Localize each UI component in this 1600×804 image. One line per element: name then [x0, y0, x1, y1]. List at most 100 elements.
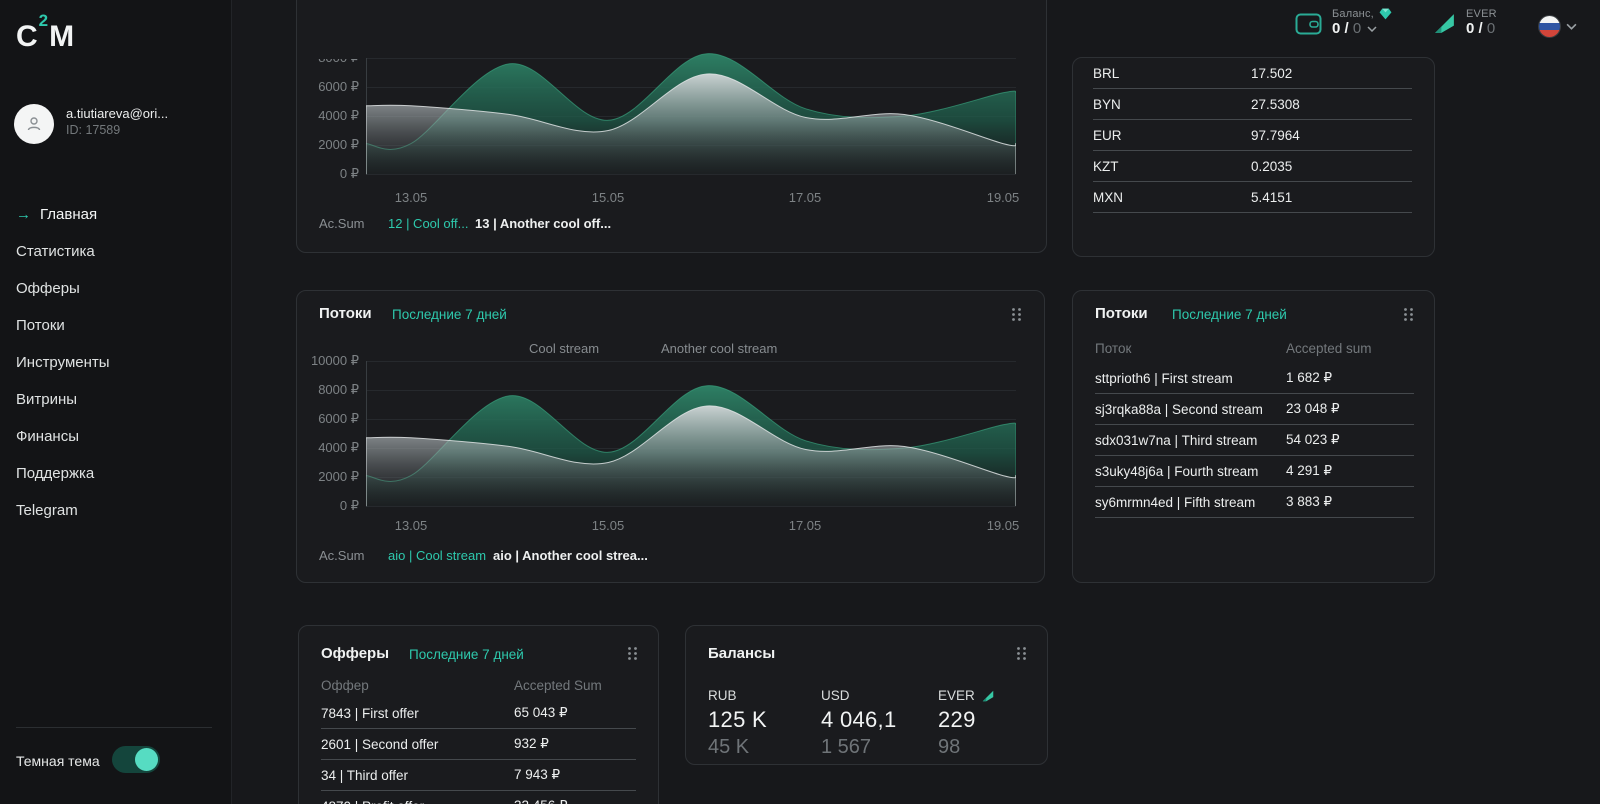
card-title: Потоки — [1095, 305, 1148, 322]
flag-stripe-white — [1539, 16, 1560, 23]
sidebar-item-label: Потоки — [16, 317, 65, 334]
avatar — [14, 104, 54, 144]
acsum-label: Ac.Sum — [319, 216, 365, 231]
logo-m: M — [49, 20, 75, 53]
balance-main-value: 4 046,1 — [821, 707, 897, 733]
xtick: 13.05 — [395, 190, 428, 205]
column-header: Оффер — [321, 678, 369, 693]
sidebar-item-instrumenty[interactable]: Инструменты — [0, 344, 232, 381]
chevron-down-icon[interactable] — [1566, 23, 1577, 30]
period-link[interactable]: Последние 7 дней — [392, 307, 507, 322]
drag-handle-icon[interactable] — [627, 646, 638, 661]
series-legend-2[interactable]: aio | Another cool strea... — [493, 548, 648, 563]
flag-stripe-red — [1539, 30, 1560, 37]
ytick: 6000 ₽ — [297, 412, 359, 426]
ytick: 2000 ₽ — [297, 138, 359, 152]
user-email: a.tiutiareva@ori... — [66, 106, 168, 121]
flag-stripe-blue — [1539, 23, 1560, 30]
series-legend-1[interactable]: aio | Cool stream — [388, 548, 486, 563]
table-row: sdx031w7na | Third stream54 023 ₽ — [1095, 425, 1414, 456]
column-header: Поток — [1095, 341, 1131, 356]
currency-rate: 5.4151 — [1251, 190, 1292, 205]
drag-handle-icon[interactable] — [1011, 307, 1022, 322]
table-row: sj3rqka88a | Second stream23 048 ₽ — [1095, 394, 1414, 425]
nav-menu: →Главная Статистика Офферы Потоки Инстру… — [0, 196, 232, 529]
ever-icon — [981, 689, 995, 703]
balance-sub-value: 98 — [938, 736, 995, 759]
acsum-label: Ac.Sum — [319, 548, 365, 563]
gem-icon — [1379, 8, 1392, 20]
streams-table-card: Потоки Последние 7 дней Поток Accepted s… — [1072, 290, 1435, 583]
balance-sub-value: 45 K — [708, 736, 767, 759]
balance-main-value: 125 K — [708, 707, 767, 733]
wallet-icon — [1295, 13, 1322, 35]
sidebar-item-label: Telegram — [16, 502, 78, 519]
streams-table: sttprioth6 | First stream1 682 ₽ sj3rqka… — [1095, 363, 1414, 518]
table-row: KZT0.2035 — [1093, 151, 1412, 182]
chevron-down-icon — [1367, 26, 1377, 32]
sidebar-item-offery[interactable]: Офферы — [0, 270, 232, 307]
card-title: Балансы — [708, 645, 775, 662]
drag-handle-icon[interactable] — [1403, 307, 1414, 322]
dark-theme-toggle[interactable] — [112, 746, 160, 773]
drag-handle-icon[interactable] — [1016, 646, 1027, 661]
balance-dropdown[interactable]: Баланс, 0 / 0 — [1332, 8, 1392, 37]
offer-sum: 932 ₽ — [514, 736, 549, 752]
table-row: MXN5.4151 — [1093, 182, 1412, 213]
ytick: 4000 ₽ — [297, 441, 359, 455]
sidebar-item-potoki[interactable]: Потоки — [0, 307, 232, 344]
sidebar-divider — [16, 727, 212, 728]
sidebar-item-podderzhka[interactable]: Поддержка — [0, 455, 232, 492]
table-row: 34 | Third offer 7 943 ₽ — [321, 760, 636, 791]
table-row: EUR97.7964 — [1093, 120, 1412, 151]
sidebar-item-glavnaya[interactable]: →Главная — [0, 196, 232, 233]
language-flag-ru[interactable] — [1538, 15, 1561, 38]
balance-sub: 0 — [1353, 20, 1361, 37]
series-legend-2[interactable]: 13 | Another cool off... — [475, 216, 611, 231]
ytick: 10000 ₽ — [297, 354, 359, 368]
sidebar-item-label: Инструменты — [16, 354, 110, 371]
table-row: BYN27.5308 — [1093, 89, 1412, 120]
balance-currency: USD — [821, 688, 897, 703]
offer-sum: 7 943 ₽ — [514, 767, 560, 783]
app-logo[interactable]: C2M — [16, 20, 75, 54]
offer-sum: 32 456 ₽ — [514, 798, 568, 804]
streams-chart-card: Потоки Последние 7 дней Cool stream Anot… — [296, 290, 1045, 583]
xtick: 19.05 — [987, 190, 1020, 205]
stream-name: sdx031w7na | Third stream — [1095, 433, 1257, 448]
user-id: ID: 17589 — [66, 123, 120, 137]
offers-chart-card: 8000 ₽ 6000 ₽ 4000 ₽ 2000 ₽ 0 ₽ 13.05 15… — [296, 0, 1047, 253]
offer-name: 34 | Third offer — [321, 768, 408, 783]
offers-table: 7843 | First offer65 043 ₽ 2601 | Second… — [321, 698, 636, 804]
table-row: sttprioth6 | First stream1 682 ₽ — [1095, 363, 1414, 394]
period-link[interactable]: Последние 7 дней — [409, 647, 524, 662]
ever-value: 0 / 0 — [1466, 20, 1497, 37]
card-title: Потоки — [319, 305, 372, 322]
sidebar-item-label: Офферы — [16, 280, 80, 297]
sidebar-item-label: Финансы — [16, 428, 79, 445]
balances-card: Балансы RUB 125 K 45 K USD 4 046,1 1 567… — [685, 625, 1048, 765]
currency-rate: 97.7964 — [1251, 128, 1300, 143]
ytick: 4000 ₽ — [297, 109, 359, 123]
balance-value: 0 / 0 — [1332, 20, 1361, 37]
sidebar-item-label: Витрины — [16, 391, 77, 408]
balance-currency-label: EVER — [938, 688, 975, 703]
balance-sep: / — [1340, 20, 1353, 37]
offer-sum: 65 043 ₽ — [514, 705, 568, 721]
table-row: 7843 | First offer65 043 ₽ — [321, 698, 636, 729]
ever-balance-dropdown[interactable]: EVER 0 / 0 — [1466, 8, 1497, 37]
stream-sum: 3 883 ₽ — [1286, 494, 1332, 510]
balance-sub-value: 1 567 — [821, 736, 897, 759]
active-arrow-icon: → — [16, 206, 31, 223]
sidebar-item-statistika[interactable]: Статистика — [0, 233, 232, 270]
sidebar-item-vitriny[interactable]: Витрины — [0, 381, 232, 418]
stream-name: s3uky48j6a | Fourth stream — [1095, 464, 1258, 479]
theme-toggle-label: Темная тема — [16, 753, 100, 769]
sidebar-item-finansy[interactable]: Финансы — [0, 418, 232, 455]
series-legend-1[interactable]: 12 | Cool off... — [388, 216, 468, 231]
table-row: 4870 | Profit offer32 456 ₽ — [321, 791, 636, 804]
period-link[interactable]: Последние 7 дней — [1172, 307, 1287, 322]
card-title: Офферы — [321, 645, 389, 662]
sidebar-item-telegram[interactable]: Telegram — [0, 492, 232, 529]
sidebar: C2M a.tiutiareva@ori... ID: 17589 →Главн… — [0, 0, 232, 804]
